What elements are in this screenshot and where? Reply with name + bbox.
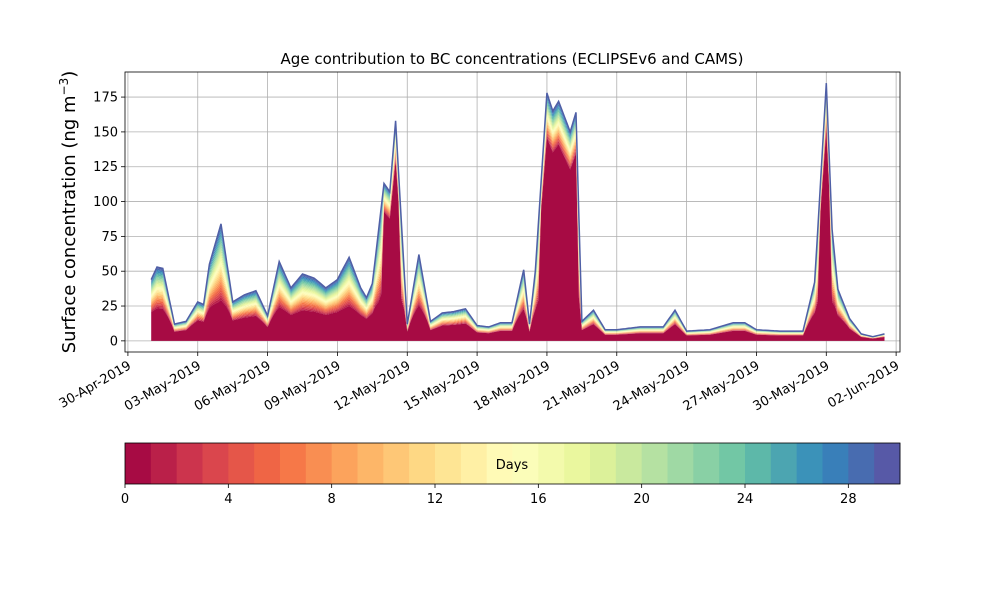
- y-axis-label-close: ): [59, 71, 80, 78]
- total-concentration-line: [150, 83, 885, 338]
- age-band-3: [151, 126, 885, 339]
- x-tick-label: 30-May-2019: [751, 358, 833, 414]
- colorbar-segment: [357, 443, 384, 484]
- colorbar-segment: [719, 443, 746, 484]
- colorbar-segment: [770, 443, 798, 484]
- colorbar-segment: [564, 443, 591, 484]
- y-tick-label: 150: [93, 125, 118, 140]
- y-tick-label: 50: [101, 265, 118, 280]
- x-tick-label: 12-May-2019: [332, 358, 414, 414]
- x-tick-label: 06-May-2019: [192, 358, 274, 414]
- x-tick-label: 15-May-2019: [401, 358, 483, 414]
- colorbar-border: [124, 442, 901, 485]
- y-axis-label-exponent: −3: [57, 78, 71, 96]
- x-tick-label: 24-May-2019: [611, 358, 693, 414]
- age-band-1: [151, 129, 885, 341]
- y-axis-label: Surface concentration (ng m−3): [57, 71, 80, 354]
- y-tick-label: 0: [110, 334, 118, 349]
- colorbar-segment: [228, 443, 255, 484]
- colorbar-tick-label: 20: [633, 492, 650, 507]
- colorbar-segment: [460, 443, 488, 484]
- colorbar-segment: [176, 443, 203, 484]
- colorbar-segment: [254, 443, 281, 484]
- colorbar-segment: [280, 443, 307, 484]
- colorbar-tick-label: 28: [840, 492, 857, 507]
- colorbar-segment: [874, 443, 901, 484]
- colorbar-tick-label: 12: [427, 492, 444, 507]
- x-tick-label: 03-May-2019: [122, 358, 204, 414]
- x-tick-label: 27-May-2019: [681, 358, 763, 414]
- colorbar-segment: [667, 443, 694, 484]
- colorbar-tick-label: 24: [737, 492, 754, 507]
- colorbar-segment: [538, 443, 565, 484]
- plot-frame: [124, 71, 901, 353]
- colorbar-segment: [822, 443, 849, 484]
- x-axis: 30-Apr-201903-May-201906-May-201909-May-…: [57, 352, 902, 414]
- x-tick-label: 21-May-2019: [541, 358, 623, 414]
- y-tick-label: 125: [93, 160, 118, 175]
- grid-lines: [125, 72, 900, 352]
- colorbar-tick-label: 16: [530, 492, 547, 507]
- x-tick-label: 02-Jun-2019: [825, 358, 902, 411]
- colorbar-tick-label: 8: [328, 492, 336, 507]
- colorbar-segment: [202, 443, 229, 484]
- colorbar-label: Days: [496, 458, 529, 473]
- chart-title: Age contribution to BC concentrations (E…: [281, 50, 744, 68]
- colorbar-segment: [409, 443, 436, 484]
- colorbar-segment: [796, 443, 823, 484]
- colorbar-segment: [590, 443, 617, 484]
- colorbar-segment: [745, 443, 772, 484]
- colorbar-segment: [305, 443, 333, 484]
- colorbar: 0 4 8 12 16 20 24 28: [121, 442, 901, 507]
- x-tick-label: 09-May-2019: [262, 358, 344, 414]
- colorbar-segment: [150, 443, 178, 484]
- x-tick-label: 18-May-2019: [471, 358, 553, 414]
- colorbar-segment: [435, 443, 462, 484]
- colorbar-segment: [848, 443, 875, 484]
- colorbar-segment: [512, 443, 539, 484]
- colorbar-segment: [125, 443, 152, 484]
- colorbar-segment: [615, 443, 643, 484]
- plot-border: [124, 71, 901, 353]
- y-axis-label-main: Surface concentration (ng m: [59, 95, 80, 353]
- colorbar-tick-label: 4: [224, 492, 232, 507]
- y-tick-label: 175: [93, 91, 118, 106]
- colorbar-segment: [383, 443, 410, 484]
- y-axis: 0 25 50 75 100 125 150 175: [93, 91, 125, 349]
- colorbar-segment: [693, 443, 720, 484]
- y-tick-label: 75: [101, 230, 118, 245]
- colorbar-segment: [331, 443, 358, 484]
- colorbar-tick-label: 0: [121, 492, 129, 507]
- colorbar-segment: [641, 443, 668, 484]
- stacked-area-bands: [150, 83, 885, 341]
- y-tick-label: 25: [101, 300, 118, 315]
- colorbar-segment: [486, 443, 513, 484]
- y-tick-label: 100: [93, 195, 118, 210]
